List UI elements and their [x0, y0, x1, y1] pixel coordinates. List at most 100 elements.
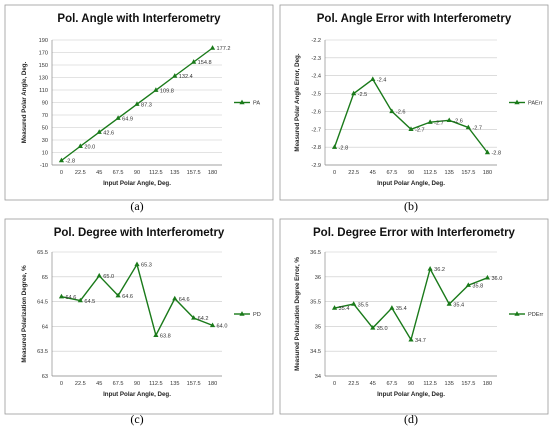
- x-tick-label: 90: [134, 170, 140, 176]
- data-label: 35.4: [453, 302, 464, 308]
- x-tick-label: 45: [370, 170, 376, 176]
- legend-marker: [514, 99, 520, 105]
- data-label: 35.5: [358, 302, 369, 308]
- data-point-marker: [389, 108, 395, 114]
- panel-caption: (d): [404, 412, 418, 426]
- y-tick-label: 34.5: [310, 349, 321, 355]
- data-label: 20.0: [84, 144, 95, 150]
- data-label: -2.7: [472, 126, 482, 132]
- x-tick-label: 112.5: [149, 170, 163, 176]
- data-point-marker: [96, 129, 102, 134]
- chart-panel-2: Pol. Angle Error with Interferometry -2.9…: [279, 4, 549, 201]
- data-label: -2.8: [65, 159, 75, 165]
- data-point-marker: [134, 101, 140, 106]
- data-point-marker: [465, 282, 471, 287]
- legend-label: PDErr: [528, 312, 543, 318]
- data-label: 64.6: [122, 294, 133, 300]
- panel-caption: (b): [404, 199, 418, 213]
- data-label: 64.0: [217, 324, 228, 330]
- panel-border: [4, 218, 274, 415]
- data-point-marker: [446, 301, 452, 306]
- data-label: 42.6: [103, 130, 114, 136]
- data-point-marker: [153, 332, 159, 338]
- data-label: 177.2: [217, 46, 231, 52]
- data-point-marker: [77, 143, 83, 148]
- data-label: -2.7: [415, 127, 425, 133]
- data-label: 64.2: [198, 316, 209, 322]
- y-tick-label: 63: [42, 374, 48, 380]
- chart-panel-3: Pol. Degree with Interferometry 63 63.5 64 6…: [4, 218, 274, 415]
- data-label: 36.2: [434, 267, 445, 273]
- x-axis-title: Input Polar Angle, Deg.: [103, 180, 171, 187]
- data-label: 63.8: [160, 334, 171, 340]
- x-tick-label: 180: [208, 170, 217, 176]
- data-label: 64.6: [65, 295, 76, 301]
- data-label: 36.0: [491, 276, 502, 282]
- data-point-marker: [77, 297, 83, 303]
- y-tick-label: 130: [39, 76, 48, 82]
- data-label: 64.9: [122, 116, 133, 122]
- y-tick-label: 35.5: [310, 300, 321, 306]
- x-tick-label: 90: [408, 381, 414, 387]
- x-tick-label: 157.5: [187, 170, 201, 176]
- data-point-marker: [172, 295, 178, 301]
- y-tick-label: 150: [39, 63, 48, 69]
- x-tick-label: 22.5: [348, 170, 359, 176]
- y-tick-label: 65.5: [37, 250, 48, 256]
- data-label: -2.8: [339, 145, 349, 151]
- x-tick-label: 90: [134, 381, 140, 387]
- data-label: 35.4: [339, 306, 350, 312]
- data-point-marker: [191, 315, 197, 320]
- panel-caption: (a): [130, 199, 143, 213]
- legend-marker: [239, 99, 245, 105]
- x-tick-label: 22.5: [348, 381, 359, 387]
- data-label: -2.5: [358, 92, 368, 98]
- x-tick-label: 135: [445, 381, 454, 387]
- y-tick-label: 30: [42, 138, 48, 144]
- y-tick-label: -2.6: [311, 109, 321, 115]
- chart-title: Pol. Angle Error with Interferometry: [317, 13, 512, 25]
- x-tick-label: 135: [170, 170, 179, 176]
- data-label: 35.4: [396, 306, 407, 312]
- x-tick-label: 112.5: [149, 381, 163, 387]
- y-tick-label: 170: [39, 51, 48, 57]
- y-tick-label: 90: [42, 101, 48, 107]
- y-tick-label: 63.5: [37, 349, 48, 355]
- y-tick-label: 36.5: [310, 250, 321, 256]
- y-tick-label: 36: [315, 275, 321, 281]
- y-tick-label: -2.7: [311, 127, 321, 133]
- data-point-marker: [115, 292, 121, 298]
- data-point-marker: [427, 119, 433, 124]
- y-tick-label: -2.5: [311, 92, 321, 98]
- data-label: 154.8: [198, 60, 212, 66]
- y-tick-label: 190: [39, 38, 48, 44]
- y-tick-label: 64.5: [37, 300, 48, 306]
- data-point-marker: [370, 324, 376, 330]
- y-axis-title: Measured Polar Angle, Deg.: [21, 61, 28, 143]
- chart-panel-4: Pol. Degree Error with Interferometry 34 3…: [279, 218, 549, 415]
- y-tick-label: 110: [39, 88, 48, 94]
- data-point-marker: [172, 73, 178, 78]
- chart-panel-1: Pol. Angle with Interferometry -10 10 30 50 7…: [4, 4, 274, 201]
- data-label: -2.4: [377, 77, 387, 83]
- x-axis-title: Input Polar Angle, Deg.: [103, 391, 171, 398]
- data-label: 64.5: [84, 299, 95, 305]
- data-point-marker: [389, 305, 395, 310]
- data-label: 109.8: [160, 88, 174, 94]
- legend-marker: [514, 311, 520, 316]
- x-tick-label: 67.5: [386, 381, 397, 387]
- data-point-marker: [484, 149, 491, 155]
- legend-label: PA: [253, 101, 260, 107]
- data-label: -2.8: [491, 151, 501, 157]
- data-point-marker: [209, 45, 216, 50]
- x-tick-label: 67.5: [113, 381, 124, 387]
- y-tick-label: 65: [42, 275, 48, 281]
- x-tick-label: 112.5: [423, 381, 437, 387]
- data-point-marker: [153, 87, 159, 92]
- x-tick-label: 45: [370, 381, 376, 387]
- data-point-marker: [191, 59, 197, 64]
- data-label: 64.6: [179, 297, 190, 303]
- chart-title: Pol. Degree with Interferometry: [54, 227, 225, 239]
- x-tick-label: 22.5: [75, 170, 86, 176]
- x-axis-title: Input Polar Angle, Deg.: [377, 391, 445, 398]
